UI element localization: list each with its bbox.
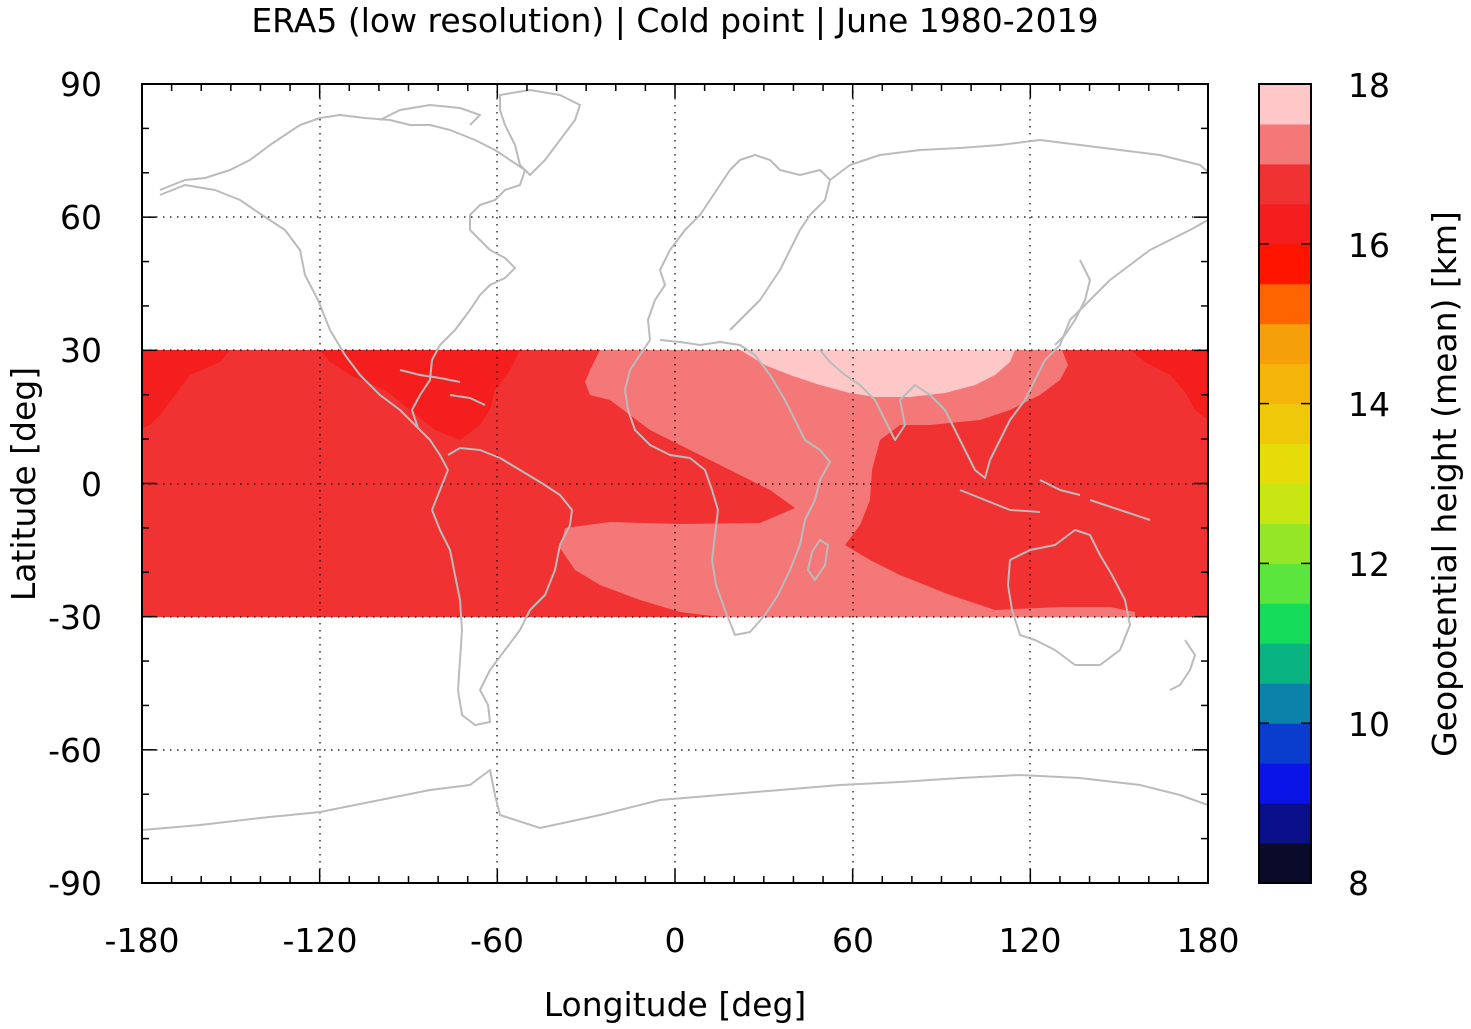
colorbar-swatch [1259,203,1311,245]
colorbar-swatch [1259,563,1311,604]
x-tick-labels: -180 -120 -60 0 60 120 180 [105,921,1240,960]
colorbar-swatch [1259,603,1311,644]
colorbar-swatch [1259,643,1311,684]
coast-indonesia [959,479,1151,521]
colorbar-swatch [1259,683,1311,724]
y-tick-label: 90 [60,65,102,104]
x-tick-label: -120 [283,921,358,960]
colorbar-swatch [1259,163,1311,205]
x-tick-label: -180 [105,921,180,960]
x-axis-label: Longitude [deg] [544,985,807,1024]
colorbar [1259,84,1311,884]
coast-arctic-islands [379,89,581,176]
y-tick-label: 0 [81,465,102,504]
chart-title: ERA5 (low resolution) | Cold point | Jun… [251,1,1098,40]
colorbar-border [1258,83,1312,884]
colorbar-swatch [1259,443,1311,484]
colorbar-swatch [1259,403,1311,445]
x-tick-label: 120 [999,921,1062,960]
colorbar-tick-label: 8 [1348,864,1369,903]
y-tick-label: 60 [60,198,102,237]
coast-africa [624,339,831,636]
colorbar-tick-label: 10 [1348,705,1390,744]
colorbar-swatch [1259,84,1311,125]
tick-marks [141,83,1209,884]
colorbar-swatch [1259,763,1311,804]
colorbar-swatch [1259,243,1311,285]
colorbar-tick-label: 14 [1348,385,1390,424]
coast-asia [819,139,1208,479]
coast-south-america [431,447,573,726]
coast-new-zealand [1169,639,1196,691]
y-tick-label: -60 [48,731,102,770]
colorbar-ticks [1259,83,1311,884]
colorbar-tick-labels: 18 16 14 12 10 8 [1348,66,1390,903]
colorbar-swatch [1259,523,1311,564]
coast-japan [1054,259,1091,346]
colorbar-swatch [1259,123,1311,165]
coast-madagascar [807,539,829,581]
x-tick-label: 60 [832,921,874,960]
colorbar-tick-label: 16 [1348,226,1390,265]
colorbar-swatch [1259,723,1311,764]
colorbar-swatch [1259,323,1311,365]
y-tick-label: -90 [48,864,102,903]
colorbar-swatch [1259,803,1311,844]
y-tick-label: -30 [48,598,102,637]
coast-north-america [159,114,526,471]
coastlines [142,89,1208,831]
x-tick-label: 180 [1177,921,1240,960]
field-central-pacific-west [142,350,230,428]
colorbar-tick-label: 18 [1348,66,1390,105]
coast-antarctica [142,769,1208,831]
field-central-pacific-east [1130,350,1208,420]
y-axis-label: Latitude [deg] [4,367,43,601]
colorbar-swatch [1259,843,1311,884]
y-tick-labels: 90 60 30 0 -30 -60 -90 [48,65,102,903]
x-tick-label: -60 [470,921,524,960]
coast-caribbean [399,369,486,406]
y-tick-label: 30 [60,331,102,370]
colorbar-label: Geopotential height (mean) [km] [1425,211,1464,757]
grid [142,84,1208,883]
colorbar-swatch [1259,283,1311,325]
coast-australia [1007,529,1131,666]
field-africa-asia [560,350,1135,617]
colorbar-swatch [1259,363,1311,405]
field-asian-monsoon [740,350,1015,397]
x-tick-label: 0 [665,921,686,960]
coast-europe [647,154,831,341]
colorbar-tick-label: 12 [1348,545,1390,584]
colorbar-swatch [1259,483,1311,524]
